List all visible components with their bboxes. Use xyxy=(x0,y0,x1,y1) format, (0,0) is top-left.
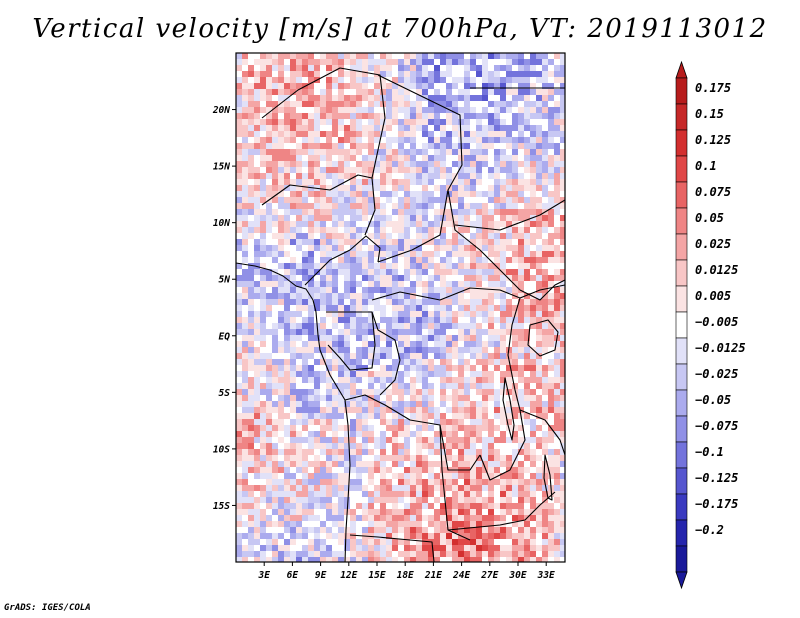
border-congo-drc xyxy=(371,311,401,396)
coastline xyxy=(236,262,351,562)
colorbar-segment xyxy=(675,129,688,157)
border-east-africa xyxy=(519,279,565,301)
colorbar-label: −0.05 xyxy=(695,393,731,407)
colorbar-label: 0.075 xyxy=(695,185,731,199)
lat-label: 10S xyxy=(213,444,230,455)
lat-label: EQ xyxy=(219,331,231,342)
lat-label: 5N xyxy=(219,275,231,286)
colorbar-label: 0.05 xyxy=(695,211,724,225)
border-nigeria-cameroon xyxy=(304,235,381,286)
grads-credit: GrADS: IGES/COLA xyxy=(4,603,91,613)
colorbar-label: −0.2 xyxy=(695,523,724,537)
lon-label: 24E xyxy=(452,570,470,581)
colorbar-segment xyxy=(675,207,688,235)
border-zambia-south xyxy=(447,491,556,531)
colorbar-segment xyxy=(675,467,688,495)
longitude-axis: 3E 6E 9E 12E 15E 18E 21E 24E 27E 30E 33E xyxy=(257,562,555,581)
colorbar-segment xyxy=(675,389,688,417)
colorbar-segment xyxy=(675,493,688,521)
colorbar-segment xyxy=(675,311,688,339)
colorbar-label: −0.1 xyxy=(695,445,724,459)
country-borders xyxy=(236,67,565,562)
colorbar-segment xyxy=(675,259,688,287)
lon-label: 9E xyxy=(315,570,327,581)
lat-label: 20N xyxy=(212,105,230,116)
colorbar-segment xyxy=(675,233,688,261)
colorbar-label: −0.075 xyxy=(695,419,738,433)
colorbar-segment xyxy=(675,181,688,209)
lat-label: 5S xyxy=(219,388,231,399)
border-chad-car xyxy=(377,189,521,291)
lon-label: 12E xyxy=(340,570,357,581)
border-angola-zambia xyxy=(439,424,471,541)
colorbar-label: −0.005 xyxy=(695,315,738,329)
colorbar-segment xyxy=(675,363,688,391)
lon-label: 15E xyxy=(368,570,385,581)
colorbar-segment xyxy=(675,415,688,443)
latitude-axis: 20N 15N 10N 5N EQ 5S 10S 15S xyxy=(212,105,236,512)
border-nigeria-niger xyxy=(261,174,376,236)
lake-tanganyika xyxy=(502,377,515,441)
colorbar-label: 0.0125 xyxy=(695,263,738,277)
lon-label: 33E xyxy=(537,570,555,581)
colorbar-label: 0.025 xyxy=(695,237,731,251)
colorbar-segment xyxy=(675,441,688,469)
colorbar-segment xyxy=(675,545,688,573)
lon-label: 30E xyxy=(508,570,526,581)
colorbar: 0.175 0.15 0.125 0.1 0.075 0.05 0.025 0.0125 0.0… xyxy=(675,60,746,590)
colorbar-label: 0.175 xyxy=(695,81,731,95)
lon-label: 6E xyxy=(287,570,299,581)
lake-victoria xyxy=(527,319,559,357)
border-namibia xyxy=(349,534,435,562)
colorbar-segment xyxy=(675,155,688,183)
map-title: Vertical velocity [m/s] at 700hPa, VT: 2… xyxy=(32,14,768,44)
colorbar-bottom-arrow xyxy=(675,571,688,590)
lat-label: 15N xyxy=(213,162,230,173)
border-car-drc xyxy=(371,284,565,301)
colorbar-label: 0.1 xyxy=(695,159,717,173)
border-niger-algeria xyxy=(261,67,386,179)
colorbar-label: −0.0125 xyxy=(695,341,746,355)
border-sudan-southsudan xyxy=(454,199,565,231)
colorbar-label: 0.15 xyxy=(695,107,724,121)
colorbar-label: −0.125 xyxy=(695,471,738,485)
colorbar-segment xyxy=(675,285,688,313)
velocity-field xyxy=(236,53,565,562)
lat-label: 15S xyxy=(213,501,230,512)
border-tanzania xyxy=(519,409,565,456)
colorbar-segment xyxy=(675,519,688,547)
lake-malawi xyxy=(543,454,553,501)
colorbar-label: −0.025 xyxy=(695,367,738,381)
colorbar-segment xyxy=(675,77,688,105)
colorbar-label: 0.005 xyxy=(695,289,731,303)
colorbar-label: −0.175 xyxy=(695,497,738,511)
lat-label: 10N xyxy=(213,218,230,229)
lon-label: 18E xyxy=(397,570,414,581)
map-frame xyxy=(235,52,566,563)
lon-label: 3E xyxy=(257,570,270,581)
colorbar-top-arrow xyxy=(675,60,688,79)
colorbar-segment xyxy=(675,337,688,365)
lon-label: 27E xyxy=(480,570,498,581)
lon-label: 21E xyxy=(424,570,442,581)
colorbar-label: 0.125 xyxy=(695,133,731,147)
border-drc-angola xyxy=(344,394,481,471)
border-libya-chad xyxy=(377,74,463,191)
colorbar-segment xyxy=(675,103,688,131)
